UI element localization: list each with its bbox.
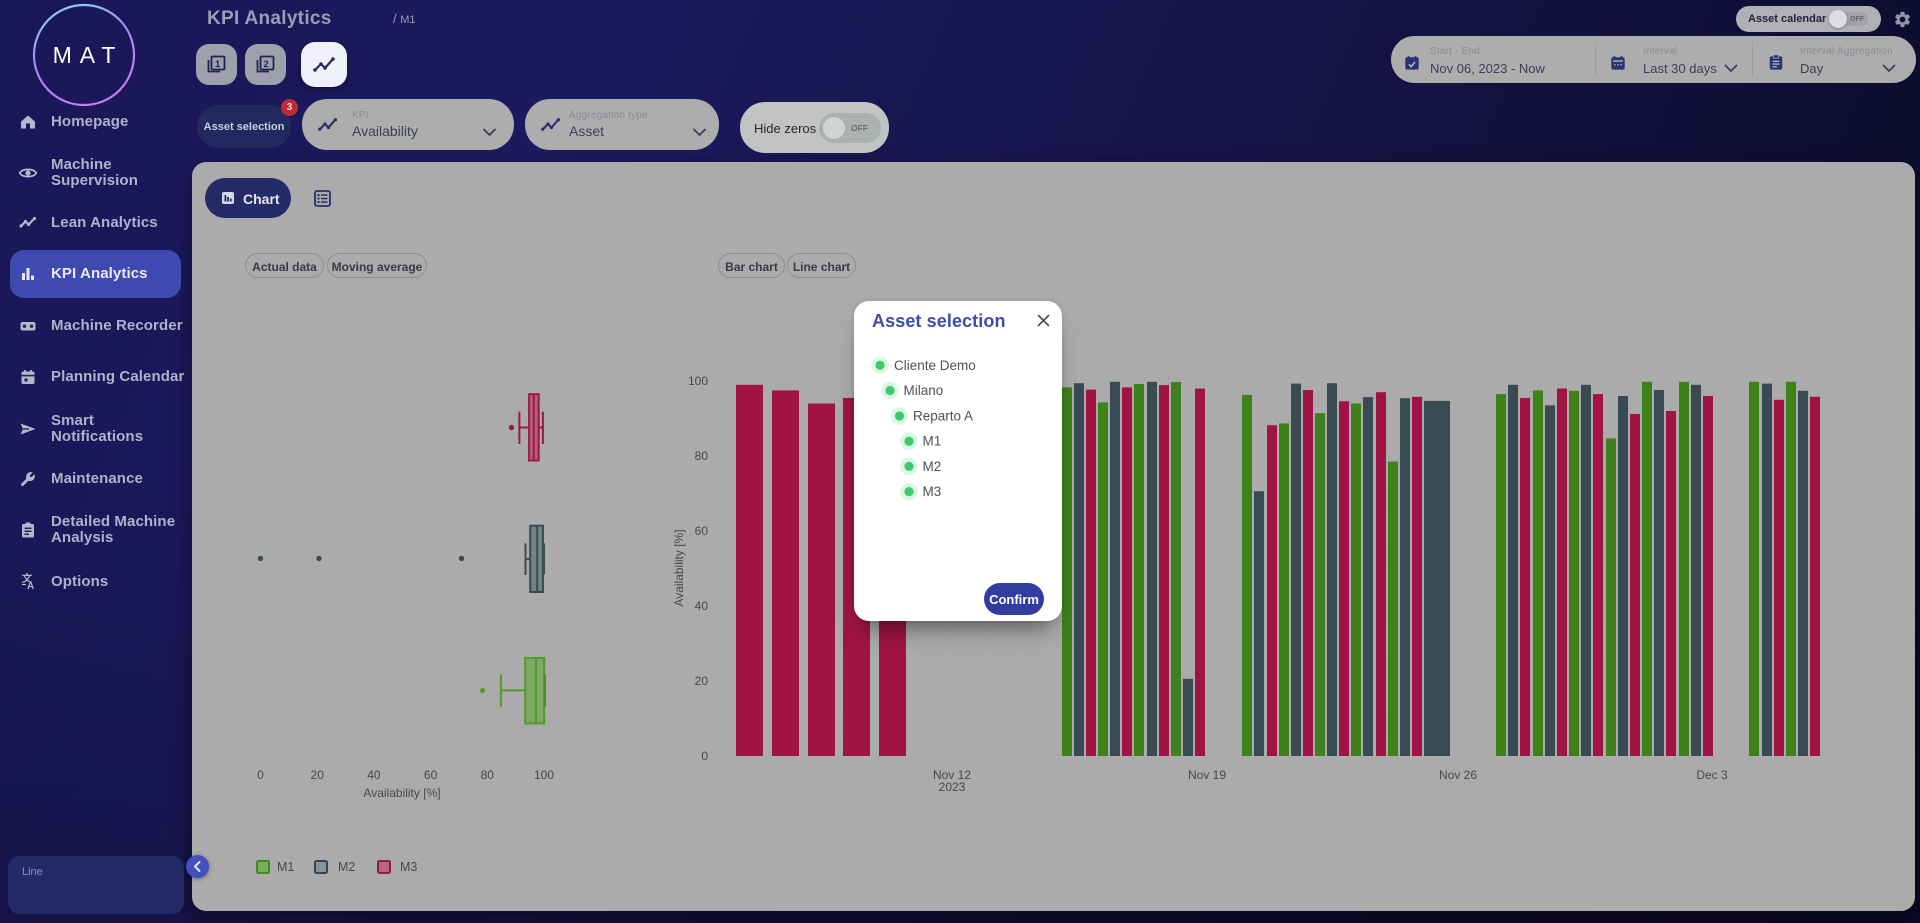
svg-text:Reparto A: Reparto A <box>913 409 973 424</box>
svg-text:20: 20 <box>695 674 709 688</box>
svg-text:20: 20 <box>311 768 325 782</box>
svg-text:Milano: Milano <box>904 383 944 398</box>
svg-text:Nov 12: Nov 12 <box>933 768 971 782</box>
svg-text:M3: M3 <box>400 860 417 874</box>
svg-text:0: 0 <box>257 768 264 782</box>
svg-text:文: 文 <box>22 573 33 585</box>
svg-text:2: 2 <box>264 59 269 70</box>
svg-text:60: 60 <box>424 768 438 782</box>
svg-text:Nov 26: Nov 26 <box>1439 768 1477 782</box>
svg-text:Availability [%]: Availability [%] <box>672 529 686 606</box>
svg-text:80: 80 <box>481 768 495 782</box>
svg-text:80: 80 <box>695 449 709 463</box>
svg-text:40: 40 <box>367 768 381 782</box>
svg-text:M2: M2 <box>923 459 942 474</box>
svg-text:Availability [%]: Availability [%] <box>363 786 440 800</box>
svg-text:A: A <box>27 581 34 591</box>
svg-text:1: 1 <box>215 59 221 70</box>
svg-text:60: 60 <box>695 524 709 538</box>
svg-text:100: 100 <box>534 768 554 782</box>
svg-text:40: 40 <box>695 599 709 613</box>
svg-text:M2: M2 <box>338 860 355 874</box>
svg-text:Nov 19: Nov 19 <box>1188 768 1226 782</box>
svg-text:M1: M1 <box>277 860 294 874</box>
svg-text:Dec 3: Dec 3 <box>1696 768 1728 782</box>
svg-text:MAT: MAT <box>53 42 124 68</box>
svg-text:M3: M3 <box>923 484 942 499</box>
svg-text:100: 100 <box>688 374 708 388</box>
svg-text:M1: M1 <box>923 434 942 449</box>
svg-text:2023: 2023 <box>939 780 966 794</box>
svg-text:Cliente Demo: Cliente Demo <box>894 358 976 373</box>
svg-text:Asset selection: Asset selection <box>872 311 1006 331</box>
svg-text:0: 0 <box>701 749 708 763</box>
